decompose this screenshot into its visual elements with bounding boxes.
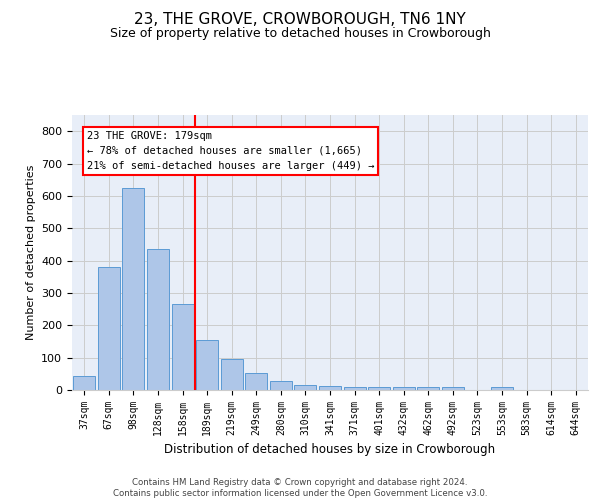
Bar [147,250,169,390]
Bar [491,388,513,390]
Y-axis label: Number of detached properties: Number of detached properties [26,165,35,340]
Bar [442,388,464,390]
Bar [98,267,120,390]
Bar [122,188,145,390]
Bar [73,376,95,390]
Text: 23 THE GROVE: 179sqm
← 78% of detached houses are smaller (1,665)
21% of semi-de: 23 THE GROVE: 179sqm ← 78% of detached h… [87,131,374,171]
Bar [196,340,218,390]
Bar [344,387,365,390]
Bar [368,387,390,390]
Bar [221,360,243,390]
X-axis label: Distribution of detached houses by size in Crowborough: Distribution of detached houses by size … [164,444,496,456]
Bar [270,381,292,390]
Bar [295,385,316,390]
Bar [319,386,341,390]
Text: 23, THE GROVE, CROWBOROUGH, TN6 1NY: 23, THE GROVE, CROWBOROUGH, TN6 1NY [134,12,466,28]
Bar [392,387,415,390]
Text: Size of property relative to detached houses in Crowborough: Size of property relative to detached ho… [110,28,490,40]
Text: Contains HM Land Registry data © Crown copyright and database right 2024.
Contai: Contains HM Land Registry data © Crown c… [113,478,487,498]
Bar [172,304,194,390]
Bar [245,373,268,390]
Bar [417,387,439,390]
